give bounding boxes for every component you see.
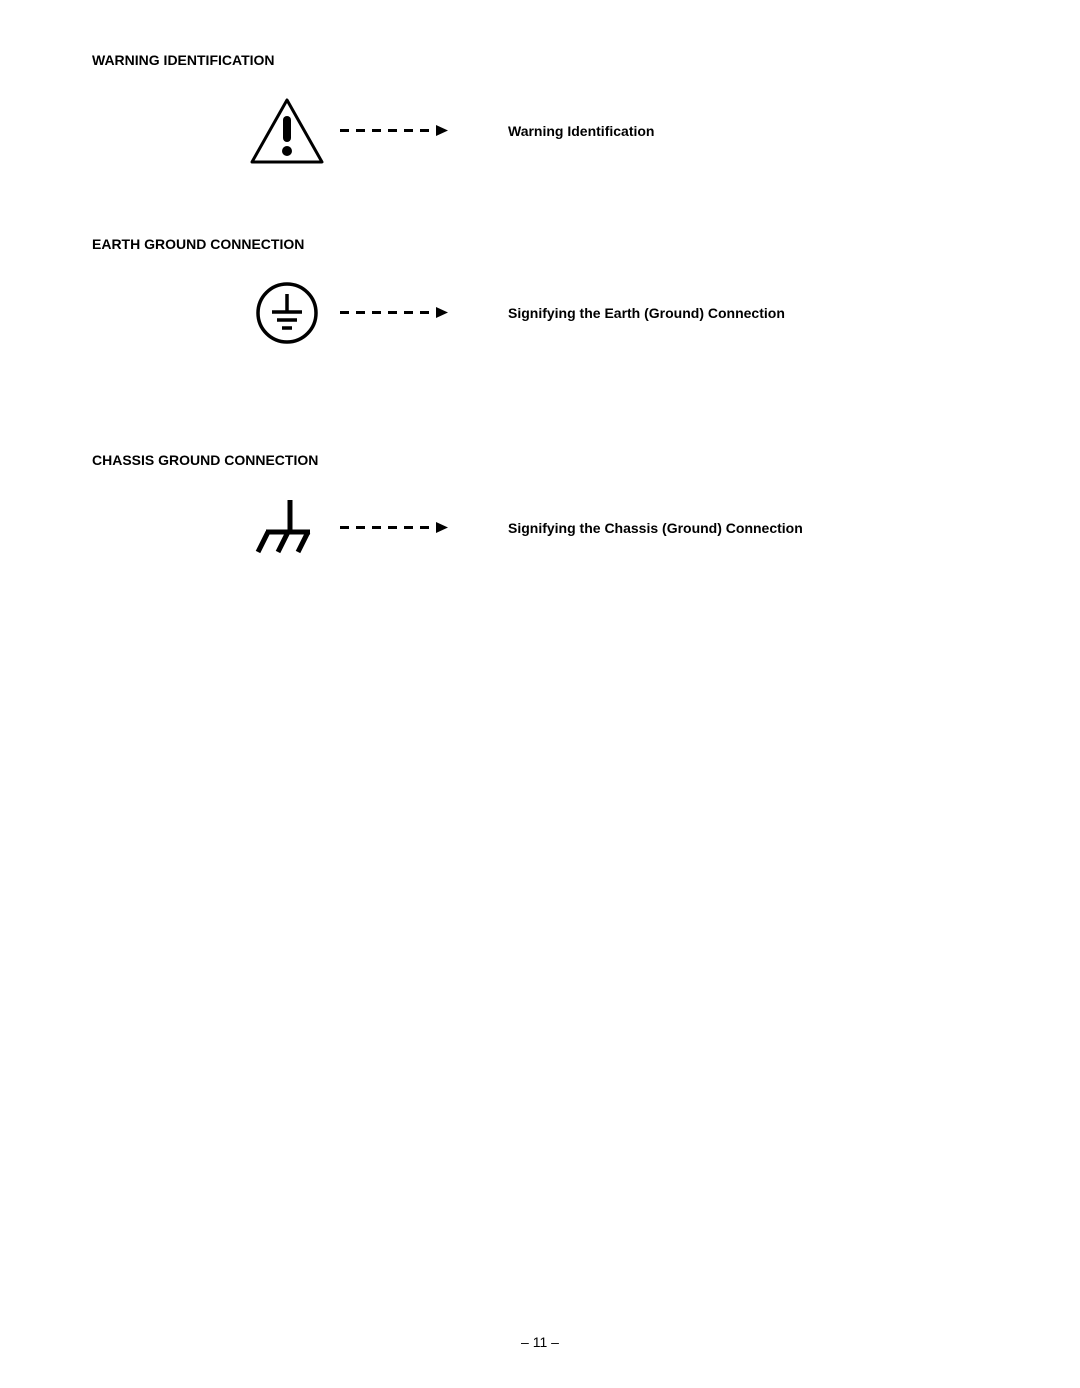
symbol-row-earth: Signifying the Earth (Ground) Connection bbox=[242, 280, 992, 346]
section-heading-chassis: CHASSIS GROUND CONNECTION bbox=[92, 452, 992, 468]
symbol-row-warning: Warning Identification bbox=[242, 96, 992, 166]
dashed-arrow bbox=[340, 521, 480, 535]
document-page: WARNING IDENTIFICATION Warning Identific… bbox=[0, 0, 1080, 560]
chassis-ground-icon bbox=[242, 496, 332, 560]
symbol-description: Signifying the Chassis (Ground) Connecti… bbox=[508, 520, 803, 536]
symbol-description: Signifying the Earth (Ground) Connection bbox=[508, 305, 785, 321]
dashed-arrow bbox=[340, 306, 480, 320]
section-heading-warning: WARNING IDENTIFICATION bbox=[92, 52, 992, 68]
earth-ground-icon bbox=[242, 280, 332, 346]
symbol-row-chassis: Signifying the Chassis (Ground) Connecti… bbox=[242, 496, 992, 560]
dashed-arrow bbox=[340, 124, 480, 138]
page-number: – 11 – bbox=[0, 1334, 1080, 1350]
warning-icon bbox=[242, 96, 332, 166]
symbol-description: Warning Identification bbox=[508, 123, 654, 139]
section-heading-earth: EARTH GROUND CONNECTION bbox=[92, 236, 992, 252]
